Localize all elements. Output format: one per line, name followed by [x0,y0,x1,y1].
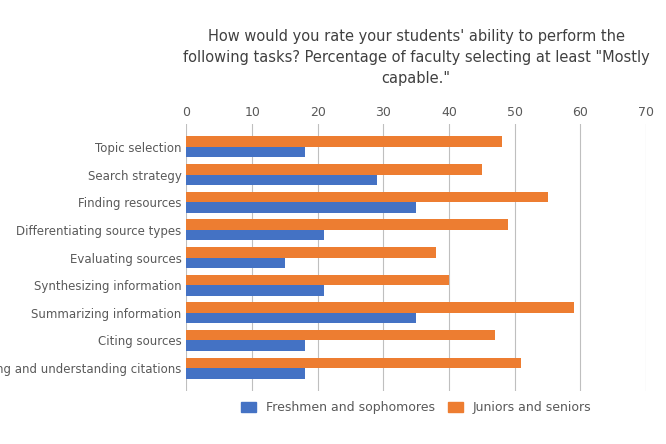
Bar [186,164,482,174]
Bar [186,357,521,368]
Bar [186,147,304,158]
Bar [186,174,377,185]
Bar [186,258,285,268]
Bar [186,341,304,351]
Legend: Freshmen and sophomores, Juniors and seniors: Freshmen and sophomores, Juniors and sen… [236,396,596,419]
Bar [186,136,501,147]
Bar [186,275,449,285]
Bar [186,192,547,202]
Bar [186,247,436,258]
Bar [186,202,416,213]
Bar [186,230,324,240]
Bar [186,368,304,379]
Title: How would you rate your students' ability to perform the
following tasks? Percen: How would you rate your students' abilit… [183,29,649,86]
Bar [186,285,324,296]
Bar [186,330,495,341]
Bar [186,313,416,323]
Bar [186,302,574,313]
Bar [186,219,508,230]
